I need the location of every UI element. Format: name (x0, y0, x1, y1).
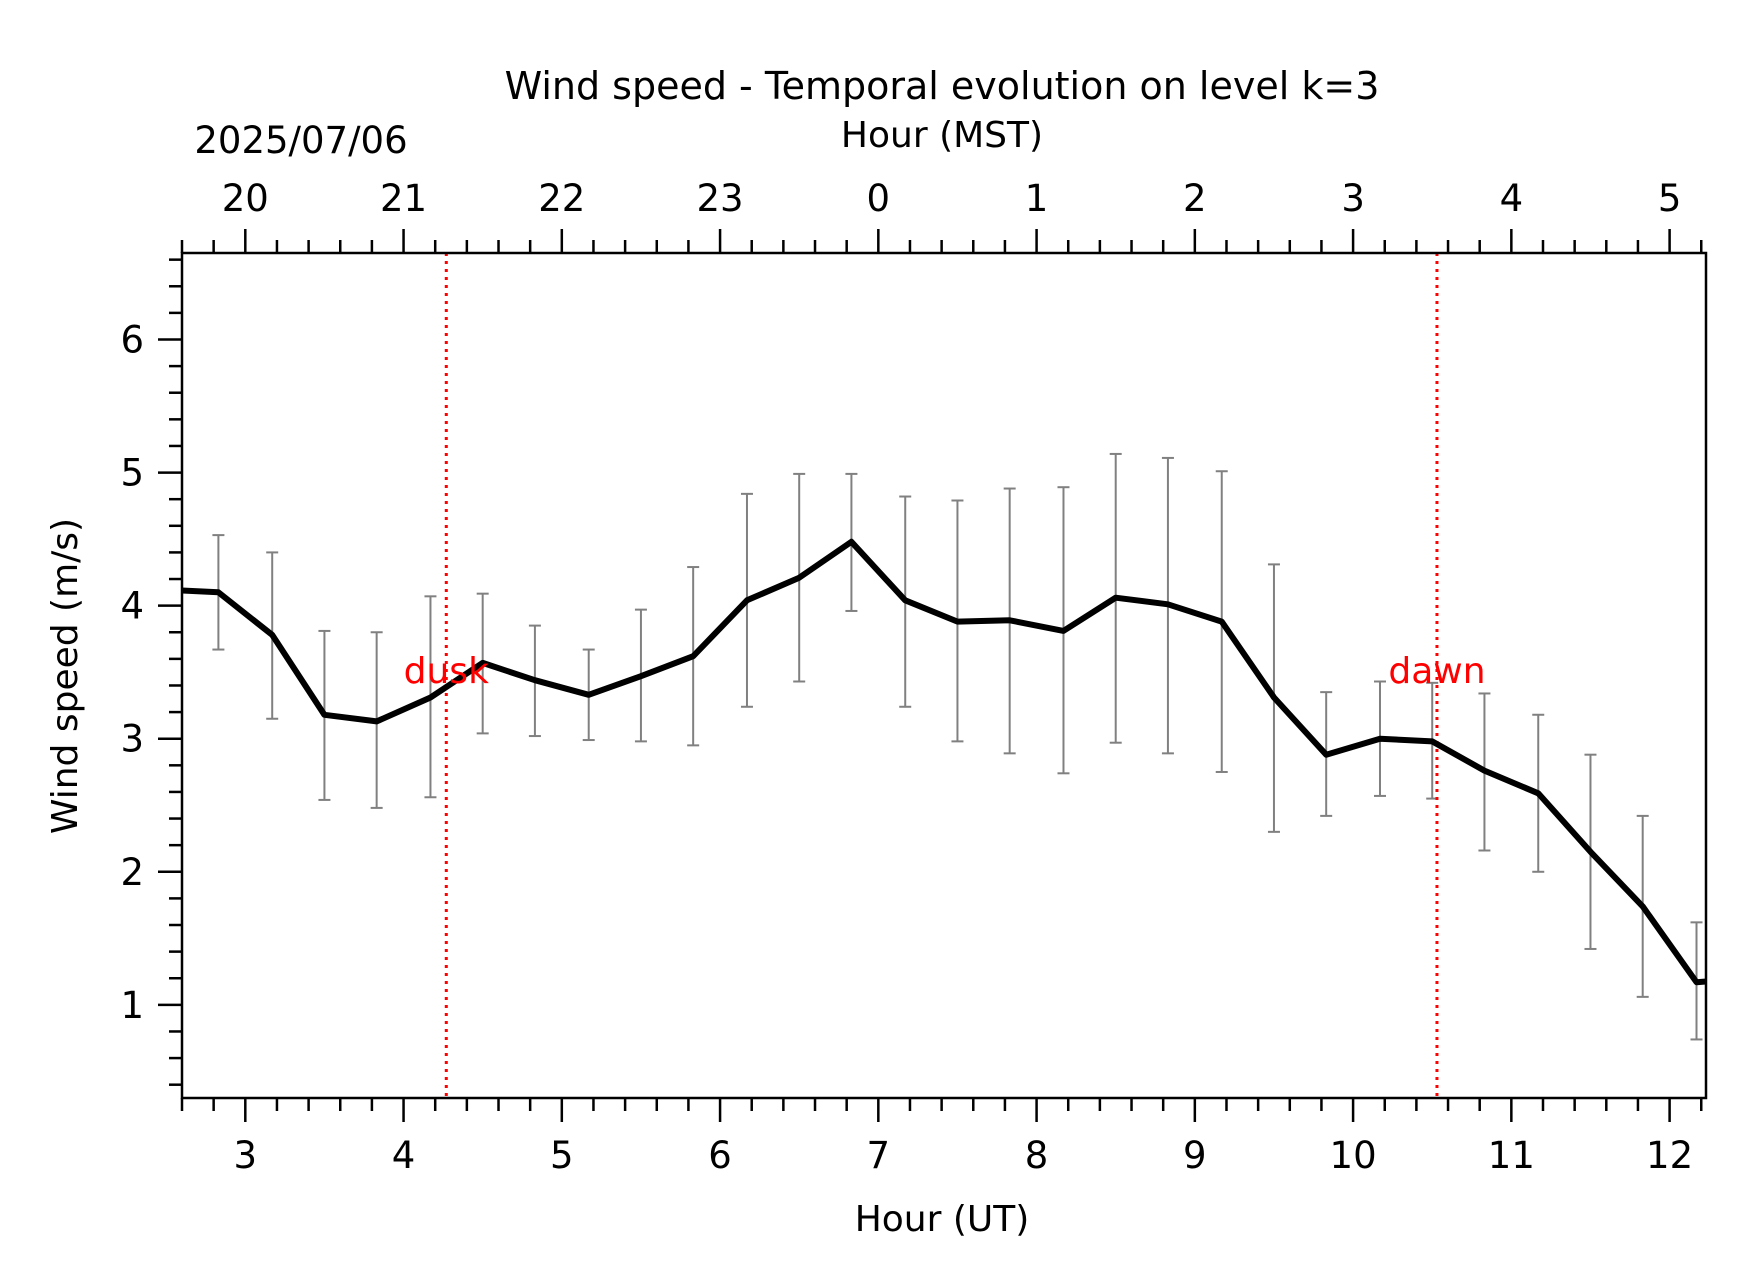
top-tick-label: 4 (1500, 177, 1524, 220)
top-tick-label: 23 (697, 177, 744, 220)
chart-title: Wind speed - Temporal evolution on level… (505, 64, 1380, 108)
x-tick-label: 4 (392, 1134, 416, 1177)
top-x-axis-label: Hour (MST) (841, 115, 1043, 156)
y-tick-label: 6 (120, 318, 144, 361)
axis-ticks (158, 229, 1703, 1122)
x-tick-label: 5 (550, 1134, 574, 1177)
x-tick-label: 11 (1488, 1134, 1535, 1177)
x-tick-label: 10 (1330, 1134, 1377, 1177)
x-tick-label: 7 (867, 1134, 891, 1177)
plot-frame (180, 251, 1708, 1100)
event-label-dawn: dawn (1388, 651, 1485, 692)
y-tick-label: 4 (120, 585, 144, 628)
y-axis-label: Wind speed (m/s) (45, 518, 86, 834)
top-tick-label: 22 (538, 177, 585, 220)
data-layer (182, 253, 1706, 1098)
x-tick-label: 8 (1025, 1134, 1049, 1177)
y-tick-label: 2 (120, 851, 144, 894)
top-tick-label: 0 (867, 177, 891, 220)
y-tick-label: 3 (120, 718, 144, 761)
x-tick-label: 12 (1646, 1134, 1693, 1177)
x-axis-label: Hour (UT) (855, 1199, 1030, 1240)
x-tick-label: 3 (234, 1134, 258, 1177)
top-tick-label: 5 (1658, 177, 1682, 220)
top-tick-label: 1 (1025, 177, 1049, 220)
x-tick-label: 6 (708, 1134, 732, 1177)
wind-speed-line (182, 538, 1706, 986)
y-tick-label: 1 (120, 984, 144, 1027)
top-tick-label: 3 (1341, 177, 1365, 220)
top-tick-label: 21 (380, 177, 427, 220)
event-label-dusk: dusk (404, 651, 489, 692)
date-label: 2025/07/06 (194, 119, 407, 162)
top-tick-label: 2 (1183, 177, 1207, 220)
top-tick-label: 20 (222, 177, 269, 220)
x-tick-label: 9 (1183, 1134, 1207, 1177)
y-tick-label: 5 (120, 452, 144, 495)
